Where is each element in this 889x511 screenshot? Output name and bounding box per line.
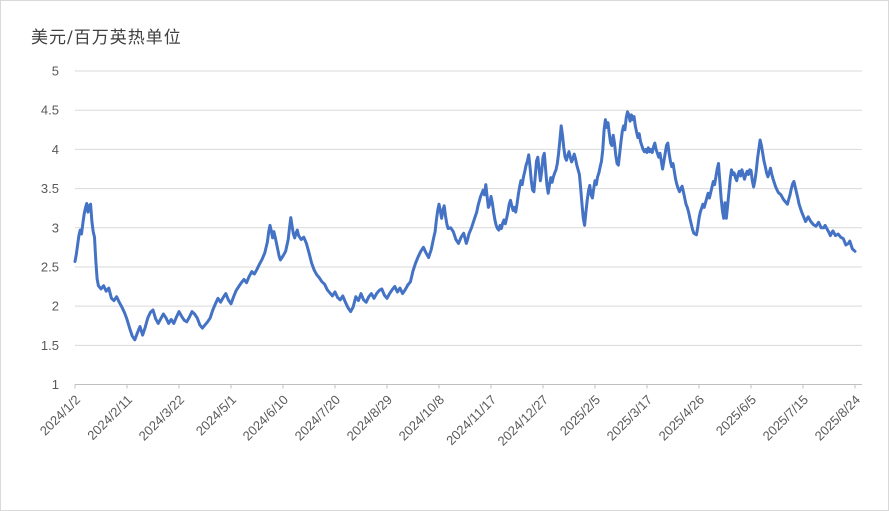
x-tick-label: 2025/4/26 [656,392,708,444]
y-tick-label: 3 [52,220,59,235]
x-tick-label: 2025/6/5 [713,392,759,438]
x-tick-label: 2024/2/11 [84,392,135,443]
y-tick-label: 4.5 [41,103,59,118]
x-tick-label: 2024/11/17 [443,392,499,448]
x-tick-label: 2024/1/2 [37,392,83,438]
y-tick-label: 1.5 [41,338,59,353]
y-tick-label: 3.5 [41,181,59,196]
x-tick-label: 2025/2/5 [557,392,603,438]
y-tick-label: 1 [52,377,59,392]
x-tick-label: 2024/6/10 [240,392,292,444]
y-tick-label: 2 [52,299,59,314]
x-tick-label: 2025/8/24 [812,392,864,444]
x-tick-label: 2024/3/22 [136,392,188,444]
x-tick-label: 2024/10/8 [396,392,448,444]
y-tick-label: 4 [52,142,59,157]
y-tick-label: 5 [52,64,59,79]
x-tick-label: 2025/3/17 [604,392,656,444]
x-tick-label: 2024/8/29 [344,392,396,444]
x-tick-label: 2024/12/27 [494,392,551,449]
y-tick-label: 2.5 [41,259,59,274]
x-tick-label: 2024/7/20 [292,392,344,444]
x-tick-label: 2025/7/15 [760,392,812,444]
chart-title: 美元/百万英热单位 [31,28,182,48]
price-line [73,110,857,342]
x-tick-label: 2024/5/1 [193,392,239,438]
